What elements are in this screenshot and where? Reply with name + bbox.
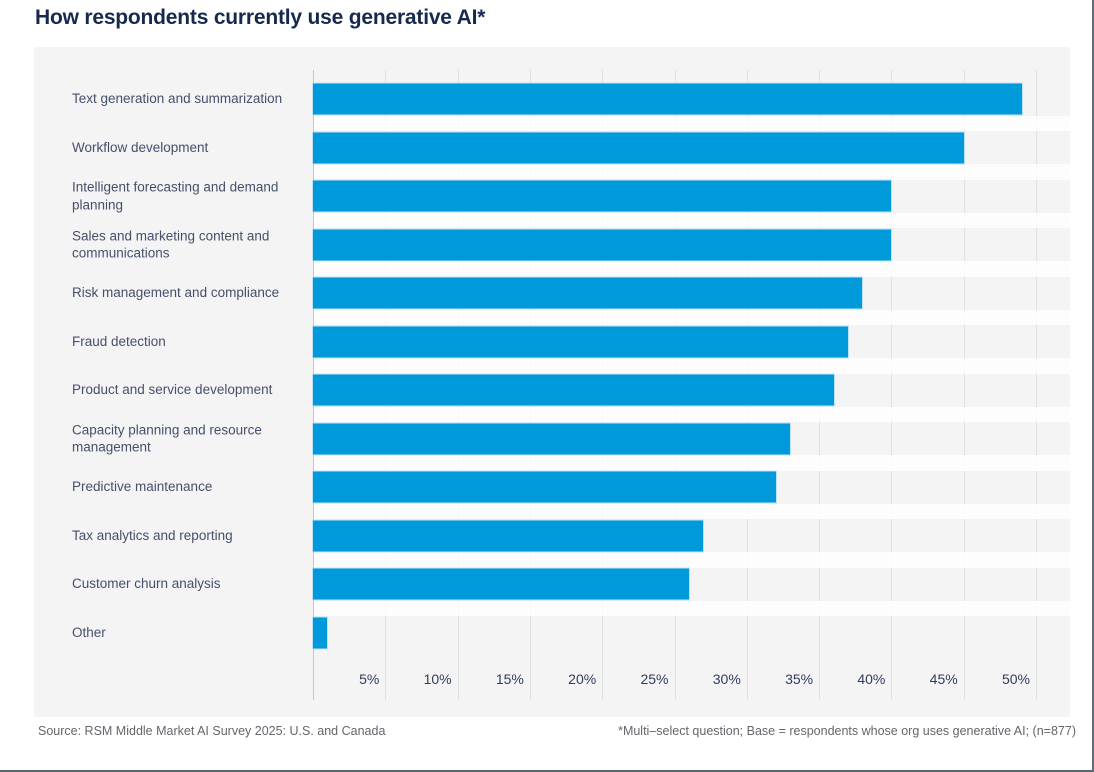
category-label: Text generation and summarization bbox=[72, 91, 283, 107]
gridline bbox=[891, 70, 893, 700]
category-label: Fraud detection bbox=[72, 333, 166, 349]
bar-row: Product and service development bbox=[34, 366, 1070, 415]
bar bbox=[313, 180, 892, 212]
bar bbox=[313, 83, 1022, 115]
bar bbox=[313, 568, 689, 600]
chart-panel: Text generation and summarization Workflo… bbox=[34, 47, 1070, 717]
bar-row: Predictive maintenance bbox=[34, 463, 1070, 512]
gridline bbox=[1036, 70, 1037, 700]
bar-row: Capacity planning and resource managemen… bbox=[34, 415, 1070, 464]
axis-tick-label: 30% bbox=[712, 671, 741, 687]
bar-row: Customer churn analysis bbox=[34, 560, 1070, 609]
bar-row: Workflow development bbox=[34, 124, 1070, 173]
row-separator bbox=[314, 212, 1070, 229]
bar bbox=[313, 520, 704, 552]
axis-tick-label: 45% bbox=[929, 671, 958, 687]
category-label: Risk management and compliance bbox=[72, 285, 280, 301]
axis-tick-label: 40% bbox=[857, 671, 886, 687]
bar-row: Tax analytics and reporting bbox=[34, 512, 1070, 561]
category-label: Predictive maintenance bbox=[72, 479, 213, 495]
bar-row: Fraud detection bbox=[34, 318, 1070, 367]
category-label: Tax analytics and reporting bbox=[72, 527, 233, 543]
row-separator bbox=[314, 600, 1070, 617]
axis-tick-label: 10% bbox=[423, 671, 452, 687]
category-label: Workflow development bbox=[72, 139, 209, 155]
bar-row: Sales and marketing content and communic… bbox=[34, 221, 1070, 270]
row-separator bbox=[314, 455, 1070, 471]
bar bbox=[313, 326, 849, 358]
bar bbox=[313, 132, 964, 164]
bar-row: Intelligent forecasting and demand plann… bbox=[34, 172, 1070, 221]
row-separator bbox=[314, 261, 1070, 277]
category-label: Intelligent forecasting and demand plann… bbox=[72, 179, 279, 213]
row-separator bbox=[314, 358, 1070, 374]
bar-rows: Text generation and summarization Workflo… bbox=[34, 75, 1070, 657]
bar bbox=[313, 471, 776, 503]
gridline bbox=[963, 70, 965, 700]
bar bbox=[313, 277, 863, 309]
bar bbox=[313, 423, 791, 455]
category-label: Product and service development bbox=[72, 382, 273, 398]
row-separator bbox=[314, 115, 1070, 132]
axis-tick-label: 35% bbox=[785, 671, 814, 687]
row-separator bbox=[314, 309, 1070, 326]
row-separator bbox=[314, 552, 1070, 568]
row-separator bbox=[314, 164, 1070, 180]
bar-row: Risk management and compliance bbox=[34, 269, 1070, 318]
bar bbox=[313, 617, 328, 649]
category-label: Capacity planning and resource managemen… bbox=[72, 422, 262, 455]
row-separator bbox=[314, 503, 1070, 520]
chart-title: How respondents currently use generative… bbox=[35, 6, 486, 29]
axis-tick-label: 15% bbox=[495, 671, 524, 687]
row-separator bbox=[314, 406, 1070, 423]
footer: Source: RSM Middle Market AI Survey 2025… bbox=[38, 724, 1076, 738]
bar bbox=[313, 374, 834, 406]
bar bbox=[313, 229, 892, 261]
axis-tick-label: 25% bbox=[640, 671, 669, 687]
category-label: Other bbox=[72, 624, 106, 640]
axis-tick-label: 50% bbox=[1001, 671, 1030, 687]
category-label: Customer churn analysis bbox=[72, 576, 221, 592]
plot-area bbox=[313, 70, 1070, 700]
axis-tick-label: 20% bbox=[568, 671, 597, 687]
x-axis: 5% 10% 15% 20% 25% 30% 35% 40% 45% 50% bbox=[34, 669, 1070, 689]
category-label: Sales and marketing content and communic… bbox=[72, 228, 270, 261]
axis-tick-label: 5% bbox=[359, 671, 380, 687]
bar-row: Other bbox=[34, 609, 1070, 658]
bar-row: Text generation and summarization bbox=[34, 75, 1070, 124]
source-note: Source: RSM Middle Market AI Survey 2025… bbox=[38, 724, 386, 738]
footnote: *Multi–select question; Base = responden… bbox=[618, 724, 1076, 738]
